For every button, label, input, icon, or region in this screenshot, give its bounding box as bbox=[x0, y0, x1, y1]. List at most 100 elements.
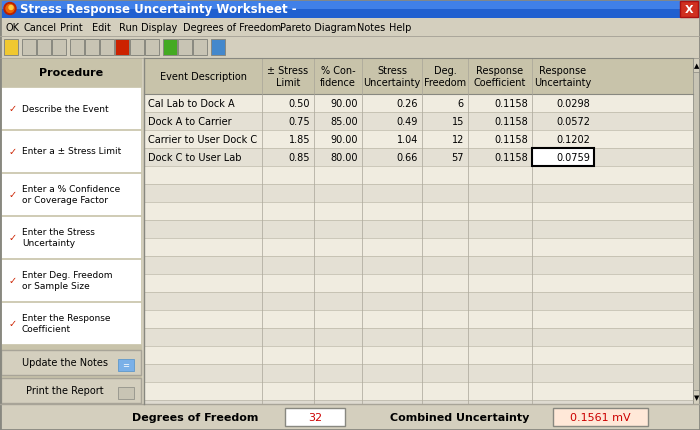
Text: 0.0759: 0.0759 bbox=[556, 153, 590, 163]
Text: OK: OK bbox=[6, 23, 20, 33]
Text: Cancel: Cancel bbox=[23, 23, 56, 33]
Bar bbox=[144, 95, 693, 113]
Bar bbox=[144, 310, 693, 328]
Text: ▼: ▼ bbox=[694, 394, 699, 400]
Text: Run: Run bbox=[119, 23, 138, 33]
Text: Response
Coefficient: Response Coefficient bbox=[474, 66, 526, 88]
Bar bbox=[285, 408, 345, 426]
Text: Dock C to User Lab: Dock C to User Lab bbox=[148, 153, 241, 163]
Bar bbox=[532, 149, 594, 166]
Bar bbox=[144, 203, 693, 221]
Bar bbox=[144, 113, 693, 131]
Bar bbox=[0, 404, 700, 430]
Text: Enter the Stress
Uncertainty: Enter the Stress Uncertainty bbox=[22, 228, 95, 247]
Text: 0.26: 0.26 bbox=[396, 99, 418, 109]
Text: 0.1158: 0.1158 bbox=[494, 153, 528, 163]
Bar bbox=[100, 40, 114, 56]
Bar bbox=[52, 40, 66, 56]
Bar bbox=[144, 274, 693, 292]
Text: 80.00: 80.00 bbox=[330, 153, 358, 163]
Bar bbox=[144, 184, 693, 203]
Bar bbox=[118, 387, 134, 399]
Bar bbox=[693, 59, 700, 404]
Text: ✓: ✓ bbox=[9, 190, 17, 200]
Bar bbox=[680, 2, 698, 18]
Bar bbox=[1, 59, 141, 87]
Text: Combined Uncertainty: Combined Uncertainty bbox=[391, 412, 530, 422]
Bar bbox=[163, 40, 177, 56]
Text: Carrier to User Dock C: Carrier to User Dock C bbox=[148, 135, 257, 144]
Text: 1.04: 1.04 bbox=[397, 135, 418, 144]
Text: ▲: ▲ bbox=[694, 63, 699, 69]
Text: Dock A to Carrier: Dock A to Carrier bbox=[148, 117, 232, 127]
Text: ✓: ✓ bbox=[9, 233, 17, 243]
Text: 57: 57 bbox=[452, 153, 464, 163]
Bar bbox=[178, 40, 192, 56]
Text: ✓: ✓ bbox=[9, 318, 17, 328]
Text: 15: 15 bbox=[452, 117, 464, 127]
Text: Degrees of Freedom: Degrees of Freedom bbox=[183, 23, 281, 33]
Bar bbox=[553, 408, 648, 426]
Text: ✓: ✓ bbox=[9, 104, 17, 114]
Text: 0.0298: 0.0298 bbox=[556, 99, 590, 109]
Bar bbox=[0, 59, 142, 404]
Bar bbox=[211, 40, 225, 56]
Bar bbox=[144, 256, 693, 274]
Text: 12: 12 bbox=[452, 135, 464, 144]
Bar bbox=[0, 0, 700, 19]
Bar bbox=[1, 174, 141, 215]
Bar bbox=[1, 302, 141, 344]
Bar bbox=[118, 359, 134, 371]
Text: 1.85: 1.85 bbox=[288, 135, 310, 144]
Text: 0.75: 0.75 bbox=[288, 117, 310, 127]
Text: Degrees of Freedom: Degrees of Freedom bbox=[132, 412, 258, 422]
Text: Display: Display bbox=[141, 23, 177, 33]
Text: ± Stress
Limit: ± Stress Limit bbox=[267, 66, 309, 88]
Text: Procedure: Procedure bbox=[39, 68, 103, 78]
Text: X: X bbox=[685, 4, 693, 15]
Text: Stress
Uncertainty: Stress Uncertainty bbox=[363, 66, 421, 88]
Text: 90.00: 90.00 bbox=[330, 99, 358, 109]
Text: ✓: ✓ bbox=[9, 147, 17, 157]
Text: Cal Lab to Dock A: Cal Lab to Dock A bbox=[148, 99, 234, 109]
Text: Edit: Edit bbox=[92, 23, 111, 33]
Bar bbox=[144, 221, 693, 239]
Bar bbox=[144, 364, 693, 382]
Text: Notes: Notes bbox=[357, 23, 385, 33]
Text: Stress Response Uncertainty Worksheet -: Stress Response Uncertainty Worksheet - bbox=[20, 3, 297, 16]
Bar bbox=[0, 37, 700, 59]
Text: 85.00: 85.00 bbox=[330, 117, 358, 127]
Bar bbox=[4, 40, 18, 56]
Bar bbox=[144, 131, 693, 149]
Text: 0.0572: 0.0572 bbox=[556, 117, 590, 127]
Text: Enter a ± Stress Limit: Enter a ± Stress Limit bbox=[22, 147, 121, 156]
Bar bbox=[693, 390, 700, 404]
Text: Event Description: Event Description bbox=[160, 72, 246, 82]
Bar bbox=[0, 19, 700, 37]
Text: 0.50: 0.50 bbox=[288, 99, 310, 109]
Text: ✓: ✓ bbox=[9, 275, 17, 286]
Text: 0.66: 0.66 bbox=[397, 153, 418, 163]
Bar bbox=[1, 216, 141, 258]
Bar bbox=[1, 88, 141, 130]
Text: =: = bbox=[122, 361, 130, 370]
Bar bbox=[193, 40, 207, 56]
Text: % Con-
fidence: % Con- fidence bbox=[320, 66, 356, 88]
Bar bbox=[144, 59, 693, 95]
Bar bbox=[0, 10, 700, 19]
Bar bbox=[144, 166, 693, 184]
Bar bbox=[1, 378, 141, 403]
Text: Response
Uncertainty: Response Uncertainty bbox=[534, 66, 592, 88]
Text: Print: Print bbox=[60, 23, 83, 33]
Bar bbox=[85, 40, 99, 56]
Bar bbox=[1, 259, 141, 301]
Text: Enter the Response
Coefficient: Enter the Response Coefficient bbox=[22, 313, 111, 333]
Text: 90.00: 90.00 bbox=[330, 135, 358, 144]
Text: Update the Notes: Update the Notes bbox=[22, 358, 108, 368]
Bar bbox=[144, 149, 693, 166]
Bar bbox=[145, 40, 159, 56]
Text: 32: 32 bbox=[308, 412, 322, 422]
Bar bbox=[144, 382, 693, 400]
Text: Deg.
Freedom: Deg. Freedom bbox=[424, 66, 466, 88]
Bar bbox=[144, 292, 693, 310]
